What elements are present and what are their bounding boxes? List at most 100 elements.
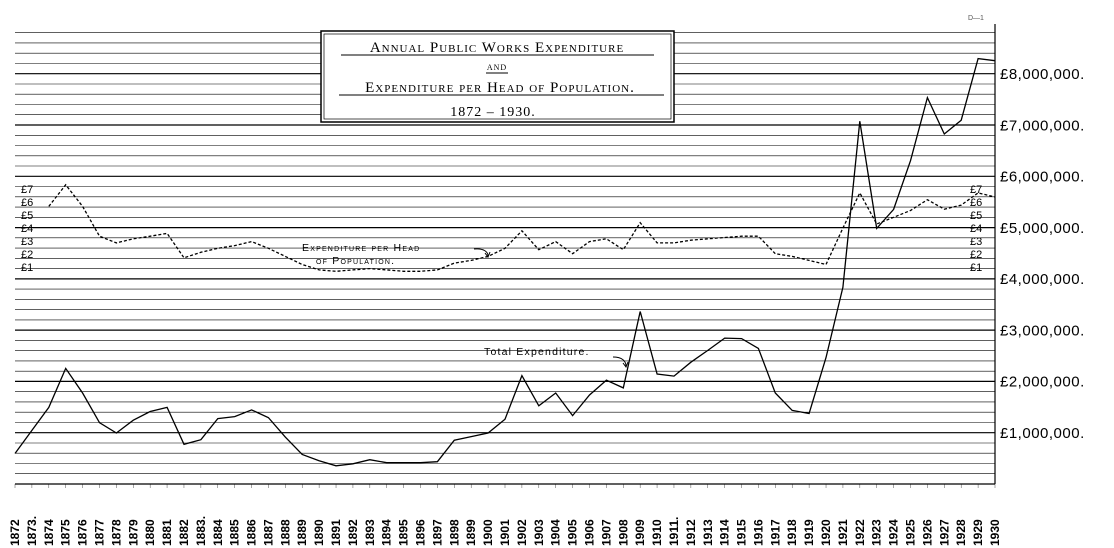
x-tick-label: 1895 <box>397 519 411 546</box>
x-tick-label: 1902 <box>515 519 529 546</box>
x-tick-label: 1881 <box>160 519 174 546</box>
x-tick-label: 1874 <box>42 519 56 546</box>
y-tick-label: £1,000,000. <box>1000 425 1085 442</box>
per-head-tick-label-right: £2 <box>970 249 982 261</box>
chart-title-line-2: and <box>487 59 507 73</box>
chart-title-line-4: 1872 – 1930. <box>450 105 536 120</box>
y-tick-label: £3,000,000. <box>1000 322 1085 339</box>
x-tick-label: 1892 <box>346 519 360 546</box>
x-tick-label: 1875 <box>59 519 73 546</box>
x-tick-label: 1893 <box>363 519 377 546</box>
x-tick-label: 1913 <box>701 519 715 546</box>
x-tick-label: 1925 <box>904 519 918 546</box>
x-tick-label: 1873. <box>25 516 39 546</box>
x-tick-label: 1915 <box>735 519 749 546</box>
x-tick-label: 1918 <box>785 519 799 546</box>
chart-title-line-3: Expenditure per Head of Population. <box>365 80 635 96</box>
series-expenditure-per-head <box>48 183 996 272</box>
y-tick-label: £8,000,000. <box>1000 66 1085 83</box>
x-tick-label: 1890 <box>312 519 326 546</box>
x-tick-label: 1916 <box>751 519 765 546</box>
x-tick-label: 1920 <box>819 519 833 546</box>
annotation-per-head-arrow <box>473 248 489 257</box>
per-head-tick-label-right: £4 <box>970 223 982 235</box>
per-head-tick-label-left: £4 <box>21 223 33 235</box>
x-tick-label: 1879 <box>126 519 140 546</box>
y-axis-tick-labels: £1,000,000. £2,000,000. £3,000,000. £4,000,… <box>1000 66 1085 442</box>
x-tick-label: 1885 <box>228 519 242 546</box>
y-tick-label: £2,000,000. <box>1000 374 1085 391</box>
per-head-tick-label-right: £7 <box>970 184 982 196</box>
x-tick-label: 1926 <box>920 519 934 546</box>
y-tick-label: £6,000,000. <box>1000 169 1085 186</box>
x-tick-label: 1899 <box>464 519 478 546</box>
x-tick-label: 1897 <box>430 519 444 546</box>
per-head-tick-label-right: £5 <box>970 210 982 222</box>
x-tick-label: 1900 <box>481 519 495 546</box>
x-tick-label: 1876 <box>76 519 90 546</box>
x-tick-label: 1907 <box>599 519 613 546</box>
x-tick-label: 1889 <box>295 519 309 546</box>
x-tick-label: 1906 <box>583 519 597 546</box>
y-tick-label: £7,000,000. <box>1000 117 1085 134</box>
x-tick-label: 1921 <box>836 519 850 546</box>
x-tick-label: 1888 <box>278 519 292 546</box>
x-tick-label: 1917 <box>768 519 782 546</box>
x-tick-label: 1924 <box>887 519 901 546</box>
x-tick-label: 1912 <box>684 519 698 546</box>
x-tick-label: 1884 <box>211 519 225 546</box>
x-tick-label: 1910 <box>650 519 664 546</box>
chart-title-line-1: Annual Public Works Expenditure <box>370 40 624 56</box>
x-tick-label: 1877 <box>93 519 107 546</box>
x-tick-label: 1929 <box>971 519 985 546</box>
annotation-total: Total Expenditure. <box>484 346 629 369</box>
x-tick-label: 1923 <box>870 519 884 546</box>
x-tick-label: 1883. <box>194 516 208 546</box>
x-tick-label: 1887 <box>261 519 275 546</box>
x-tick-label: 1911. <box>667 517 681 546</box>
title-box: Annual Public Works Expenditure and Expe… <box>320 30 675 123</box>
x-tick-label: 1896 <box>414 519 428 546</box>
annotation-total-arrow <box>612 356 627 367</box>
x-tick-label: 1919 <box>802 519 816 546</box>
x-tick-label: 1908 <box>616 519 630 546</box>
x-tick-label: 1903 <box>532 519 546 546</box>
x-tick-label: 1905 <box>566 519 580 546</box>
per-head-tick-label-left: £5 <box>21 210 33 222</box>
x-tick-label: 1894 <box>380 519 394 546</box>
per-head-tick-label-left: £2 <box>21 249 33 261</box>
x-tick-label: 1909 <box>633 519 647 546</box>
y-tick-label: £5,000,000. <box>1000 220 1085 237</box>
x-tick-label: 1914 <box>718 519 732 546</box>
per-head-tick-label-right: £3 <box>970 236 982 248</box>
annotation-per-head: Expenditure per Head of Population. <box>302 242 491 267</box>
x-tick-label: 1882 <box>177 519 191 546</box>
x-axis-tick-labels: 1872 1873. 1874 1875 1876 1877 1878 1879 1880 188… <box>8 516 1002 546</box>
x-tick-label: 1930 <box>988 519 1002 546</box>
per-head-tick-label-left: £6 <box>21 197 33 209</box>
corner-note: D—1 <box>968 15 984 22</box>
x-tick-label: 1891 <box>329 519 343 546</box>
x-tick-label: 1928 <box>954 519 968 546</box>
line-expenditure-per-head <box>48 183 996 272</box>
x-tick-label: 1880 <box>143 519 157 546</box>
x-tick-label: 1878 <box>109 519 123 546</box>
per-head-tick-label-right: £6 <box>970 197 982 209</box>
per-head-tick-label-left: £1 <box>21 262 33 274</box>
x-tick-label: 1904 <box>549 519 563 546</box>
x-tick-label: 1901 <box>498 519 512 546</box>
x-tick-label: 1872 <box>8 519 22 546</box>
annotation-per-head-line-1: Expenditure per Head <box>302 242 420 254</box>
annotation-total-label: Total Expenditure. <box>484 346 590 358</box>
x-tick-label: 1886 <box>245 519 259 546</box>
per-head-tick-label-left: £3 <box>21 236 33 248</box>
x-tick-label: 1922 <box>853 519 867 546</box>
y-tick-label: £4,000,000. <box>1000 271 1085 288</box>
per-head-tick-labels: £1 £1£2 £2£3 £3£4 £4£5 £5£6 £6£7 £7 <box>21 184 982 274</box>
per-head-tick-label-left: £7 <box>21 184 33 196</box>
annotation-per-head-line-2: of Population. <box>316 255 395 267</box>
per-head-tick-label-right: £1 <box>970 262 982 274</box>
series-total-expenditure <box>14 57 996 467</box>
x-tick-label: 1898 <box>447 519 461 546</box>
